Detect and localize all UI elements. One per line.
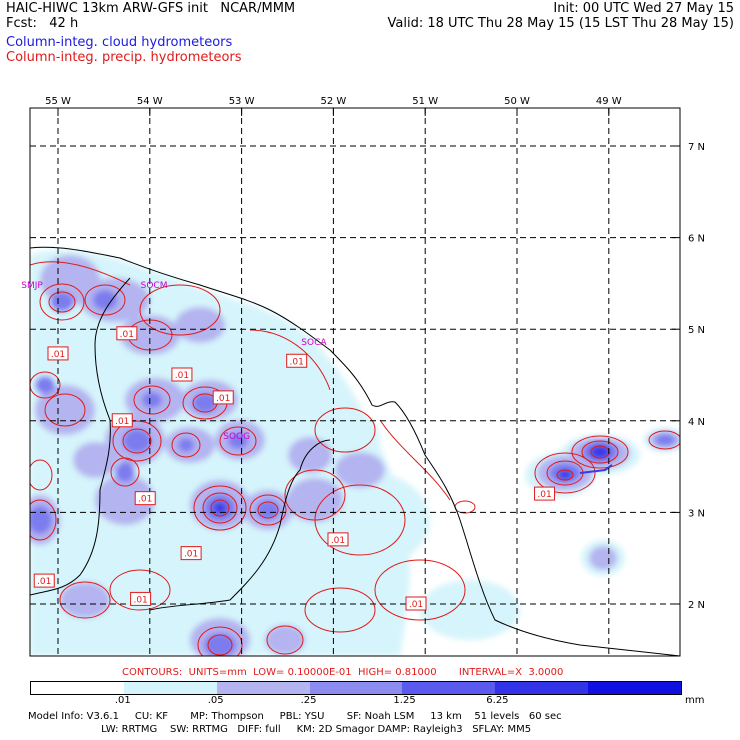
legend-swatch (216, 682, 310, 694)
latitude-label: 7 N (688, 142, 705, 153)
contour-label-box (33, 573, 55, 588)
latitude-label: 3 N (688, 508, 705, 519)
longitude-label: 51 W (412, 96, 438, 107)
longitude-labels: 55 W 54 W 53 W 52 W 51 W 50 W 49 W (45, 96, 622, 107)
contour-label: .01 (290, 357, 304, 367)
legend-swatch (495, 682, 589, 694)
contour-label: .01 (133, 595, 147, 605)
contour-label: .01 (537, 490, 551, 500)
station-label: SOOG (223, 432, 250, 442)
longitude-label: 53 W (229, 96, 255, 107)
contour-label-box (327, 532, 349, 547)
contour-label-box (180, 546, 202, 561)
legend-tick-label: .01 (114, 695, 131, 706)
latitude-label: 4 N (688, 417, 705, 428)
contour-label: .01 (51, 350, 65, 360)
init-time: Init: 00 UTC Wed 27 May 15 (553, 1, 734, 16)
contour-label: .01 (409, 600, 423, 610)
contour-label-box (130, 591, 152, 606)
latitude-label: 6 N (688, 234, 705, 245)
shaded-field (30, 249, 680, 656)
legend-swatch (402, 682, 496, 694)
legend-swatch (309, 682, 403, 694)
longitude-label: 52 W (321, 96, 347, 107)
longitude-label: 49 W (596, 96, 622, 107)
contour-label: .01 (175, 371, 189, 381)
map-frame (29, 107, 681, 657)
color-legend (30, 681, 682, 695)
contour-label-box (111, 413, 133, 428)
model-info-line1: Model Info: V3.6.1 CU: KF MP: Thompson P… (28, 711, 562, 722)
contour-label-box (405, 596, 427, 611)
field-cloud-title: Column-integ. cloud hydrometeors (6, 35, 233, 50)
contour-label: .01 (184, 550, 198, 560)
contour-labels: .01 .01 .01 .01 .01 .01 .01 .01 .01 .01 .01 .01 .01 (33, 326, 556, 611)
forecast-hour: Fcst: 42 h (6, 16, 79, 31)
contour-label: .01 (120, 330, 134, 340)
legend-swatch (588, 682, 682, 694)
valid-time: Valid: 18 UTC Thu 28 May 15 (15 LST Thu … (387, 16, 735, 31)
legend-tick-label: .05 (207, 695, 224, 706)
contour-label-box (534, 486, 556, 501)
legend-tick-label: 1.25 (393, 695, 416, 706)
coastline (29, 246, 681, 657)
contour-label: .01 (138, 495, 152, 505)
contour-label-box (116, 326, 138, 341)
contour-label: .01 (115, 417, 129, 427)
contour-label-box (212, 390, 234, 405)
legend-swatch (31, 682, 124, 694)
contour-label: .01 (37, 577, 51, 587)
station-label: SOCM (141, 281, 168, 291)
contour-label: .01 (216, 394, 230, 404)
model-info-line2: LW: RRTMG SW: RRTMG DIFF: full KM: 2D Sm… (28, 724, 532, 735)
legend-tick-label: .25 (300, 695, 317, 706)
graticule (30, 108, 680, 656)
contour-label-box (47, 346, 69, 361)
legend-swatch (123, 682, 217, 694)
latitude-label: 2 N (688, 600, 705, 611)
longitude-label: 55 W (45, 96, 71, 107)
station-labels: SMJP SOCM SOCA SOOG (21, 281, 327, 442)
legend-unit: mm (685, 695, 705, 706)
station-label: SMJP (21, 281, 43, 291)
legend-tick-label: 6.25 (486, 695, 509, 706)
longitude-label: 50 W (504, 96, 530, 107)
contour-label-box (286, 353, 308, 368)
latitude-label: 5 N (688, 325, 705, 336)
station-label: SOCA (301, 338, 327, 348)
contour-label: .01 (331, 536, 345, 546)
contour-label-box (134, 491, 156, 506)
longitude-label: 54 W (137, 96, 163, 107)
contour-label-box (171, 367, 193, 382)
latitude-labels: 7 N 6 N 5 N 4 N 3 N 2 N (688, 142, 705, 611)
field-precip-title: Column-integ. precip. hydrometeors (6, 50, 242, 65)
model-title: HAIC-HIWC 13km ARW-GFS init NCAR/MMM (6, 1, 296, 16)
contours-info: CONTOURS: UNITS=mm LOW= 0.10000E-01 HIGH… (122, 667, 564, 678)
